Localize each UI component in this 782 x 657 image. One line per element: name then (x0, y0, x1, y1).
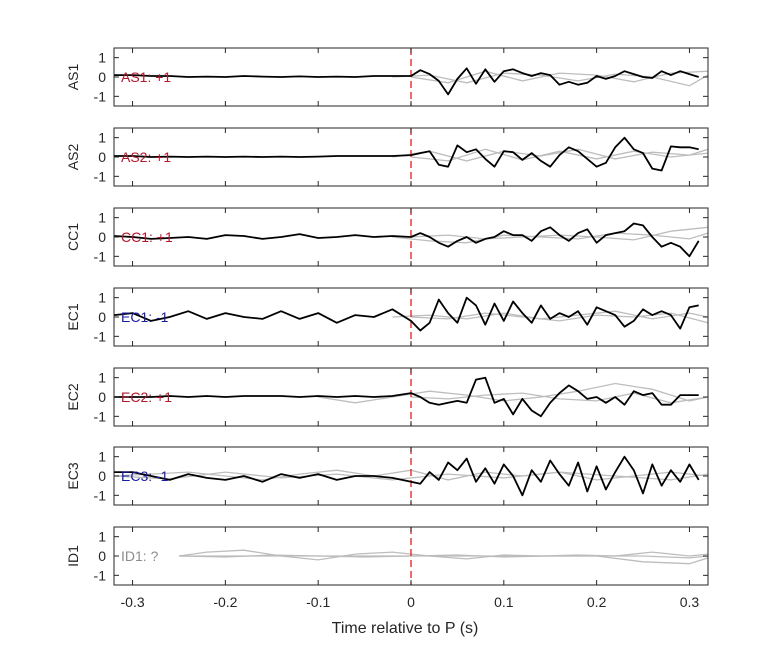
other-trace-ec3-2 (114, 471, 708, 481)
x-tick-label: -0.3 (121, 594, 145, 610)
polarity-annotation: CC1: +1 (121, 229, 173, 245)
main-trace-cc1 (114, 222, 700, 258)
polarity-annotation: EC1: -1 (121, 309, 169, 325)
panel-ylabel: ID1 (65, 545, 81, 567)
other-trace-as2-1 (392, 148, 708, 162)
y-tick-label: 0 (98, 229, 106, 245)
other-trace-id1-2 (178, 554, 708, 559)
y-tick-label: -1 (94, 487, 107, 503)
x-tick-label: -0.1 (306, 594, 330, 610)
polarity-annotation: EC2: +1 (121, 389, 172, 405)
y-tick-label: 0 (98, 309, 106, 325)
other-trace-cc1-1 (392, 232, 708, 244)
x-tick-label: 0.1 (494, 594, 514, 610)
other-trace-id1-3 (179, 555, 708, 565)
main-trace-ec3 (114, 455, 700, 497)
panel-ylabel: CC1 (65, 223, 81, 251)
y-tick-label: 1 (98, 449, 106, 465)
panel-ylabel: AS2 (65, 144, 81, 171)
y-tick-label: 0 (98, 149, 106, 165)
x-tick-label: 0 (407, 594, 415, 610)
main-trace-ec2 (114, 376, 699, 418)
other-trace-as1-1 (392, 72, 708, 87)
x-tick-label: 0.3 (680, 594, 700, 610)
y-tick-label: 1 (98, 529, 106, 545)
y-tick-label: 0 (98, 69, 106, 85)
y-tick-label: -1 (94, 88, 107, 104)
y-tick-label: -1 (94, 328, 107, 344)
x-axis-label: Time relative to P (s) (332, 620, 479, 637)
y-tick-label: -1 (94, 567, 107, 583)
panel-ylabel: EC2 (65, 383, 81, 410)
polarity-annotation: EC3: -1 (121, 468, 169, 484)
y-tick-label: 1 (98, 130, 106, 146)
panel-ylabel: AS1 (65, 64, 81, 91)
main-trace-as2 (114, 136, 699, 172)
other-trace-as1-2 (410, 70, 708, 84)
polarity-annotation: AS2: +1 (121, 149, 171, 165)
y-tick-label: -1 (94, 408, 107, 424)
polarity-annotation: AS1: +1 (121, 69, 171, 85)
y-tick-label: 0 (98, 389, 106, 405)
x-tick-label: -0.2 (213, 594, 237, 610)
y-tick-label: -1 (94, 168, 107, 184)
y-tick-label: 1 (98, 290, 106, 306)
y-tick-label: -1 (94, 248, 107, 264)
main-trace-ec1 (114, 296, 699, 332)
y-tick-label: 0 (98, 468, 106, 484)
polarity-annotation: ID1: ? (121, 548, 159, 564)
panel-ylabel: EC3 (65, 462, 81, 489)
y-tick-label: 1 (98, 370, 106, 386)
other-trace-id1-1 (178, 549, 708, 561)
x-tick-label: 0.2 (587, 594, 607, 610)
y-tick-label: 1 (98, 50, 106, 66)
y-tick-label: 0 (98, 548, 106, 564)
y-tick-label: 1 (98, 210, 106, 226)
other-trace-as2-2 (410, 148, 708, 162)
panel-ylabel: EC1 (65, 303, 81, 330)
main-trace-as1 (114, 67, 699, 96)
